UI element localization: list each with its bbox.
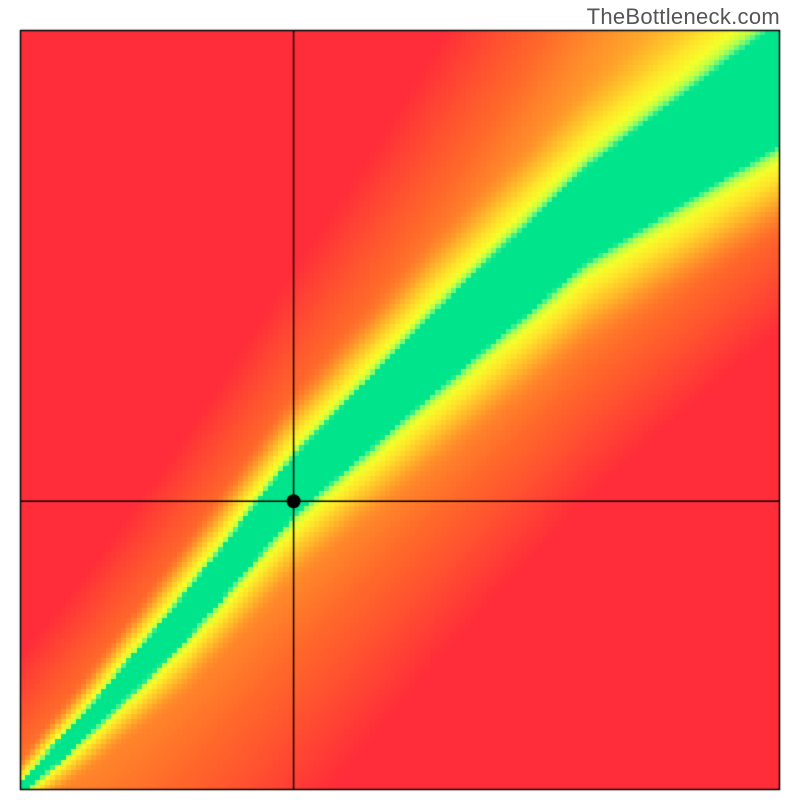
bottleneck-heatmap: [0, 0, 800, 800]
watermark-text: TheBottleneck.com: [587, 4, 780, 30]
